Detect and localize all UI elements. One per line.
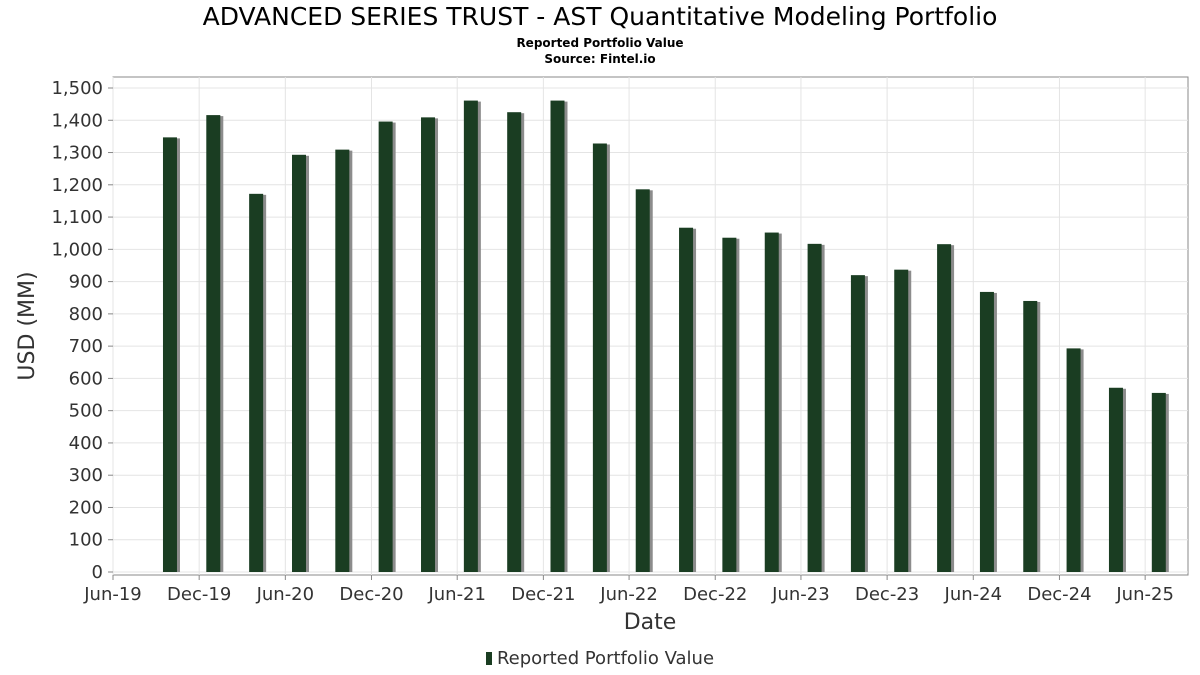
x-tick-label: Jun-20	[256, 584, 315, 605]
x-tick-label: Jun-24	[944, 584, 1003, 605]
y-tick-label: 1,300	[51, 143, 103, 164]
y-tick-label: 1,100	[51, 207, 103, 228]
y-tick-label: 500	[69, 401, 103, 422]
bar	[507, 112, 522, 572]
bar	[378, 121, 393, 572]
y-tick-label: 300	[69, 465, 103, 486]
chart-source: Source: Fintel.io	[544, 52, 656, 66]
legend: Reported Portfolio Value	[0, 648, 1200, 669]
bar	[722, 237, 737, 572]
legend-swatch	[485, 652, 492, 665]
x-tick-label: Jun-25	[1115, 584, 1174, 605]
x-tick-label: Jun-21	[427, 584, 486, 605]
bar	[1023, 300, 1038, 572]
x-axis-label: Date	[624, 610, 677, 635]
bar	[937, 244, 952, 573]
y-tick-label: 700	[69, 336, 103, 357]
bar	[335, 149, 350, 572]
y-tick-label: 1,000	[51, 239, 103, 260]
bar	[1108, 387, 1123, 572]
x-tick-label: Dec-20	[339, 584, 403, 605]
y-tick-label: 1,400	[51, 110, 103, 131]
x-tick-label: Dec-19	[167, 584, 231, 605]
x-tick-label: Dec-24	[1027, 584, 1091, 605]
chart-title: ADVANCED SERIES TRUST - AST Quantitative…	[202, 2, 998, 31]
bar	[894, 269, 909, 572]
bar	[162, 137, 177, 573]
bar	[1066, 348, 1081, 572]
y-tick-label: 600	[69, 368, 103, 389]
bar	[979, 291, 994, 572]
legend-label: Reported Portfolio Value	[496, 648, 715, 669]
bar	[206, 115, 221, 572]
bars	[162, 100, 1169, 573]
bar	[463, 100, 478, 573]
bar	[550, 100, 565, 573]
x-tick-label: Jun-23	[771, 584, 830, 605]
y-tick-label: 200	[69, 497, 103, 518]
bar	[291, 154, 306, 573]
y-tick-label: 900	[69, 272, 103, 293]
bar	[635, 189, 650, 573]
y-axis: 0 100 200 300 400 500 600 700 800 900 1,000 1,100 1,…	[51, 78, 113, 583]
y-tick-label: 1,500	[51, 78, 103, 99]
bar	[1151, 392, 1166, 572]
y-tick-label: 1,200	[51, 175, 103, 196]
y-tick-label: 400	[69, 433, 103, 454]
x-tick-label: Jun-22	[599, 584, 658, 605]
y-tick-label: 0	[92, 562, 103, 583]
bar	[421, 117, 436, 572]
x-tick-label: Jun-19	[83, 584, 142, 605]
bar	[850, 275, 865, 572]
bar	[807, 243, 822, 572]
bar	[679, 227, 694, 572]
bar	[249, 193, 264, 573]
chart-subtitle: Reported Portfolio Value	[516, 36, 684, 50]
x-tick-label: Dec-23	[855, 584, 919, 605]
x-axis: Jun-19 Dec-19 Jun-20 Dec-20 Jun-21 Dec-21 Jun-…	[83, 575, 1174, 605]
bar	[592, 143, 607, 573]
y-axis-label: USD (MM)	[15, 271, 40, 380]
bar	[764, 232, 779, 572]
y-tick-label: 100	[69, 530, 103, 551]
y-tick-label: 800	[69, 304, 103, 325]
x-tick-label: Dec-21	[511, 584, 575, 605]
x-tick-label: Dec-22	[683, 584, 747, 605]
